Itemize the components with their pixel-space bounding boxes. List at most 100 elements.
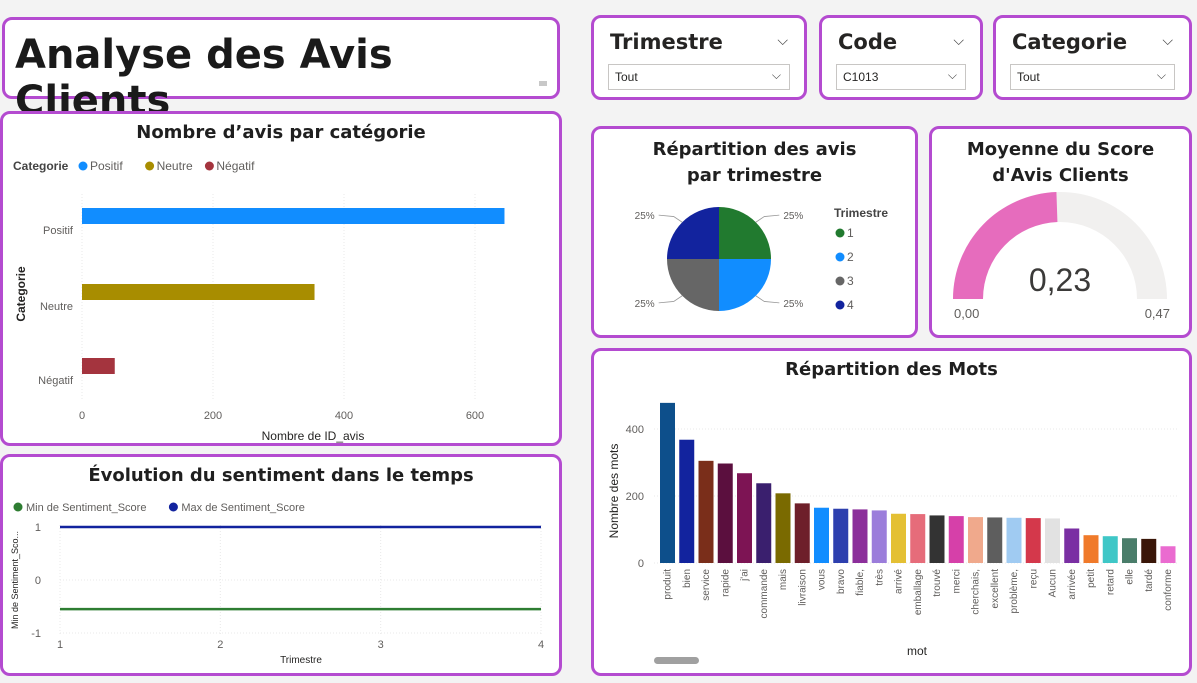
y-tick-label: Négatif — [38, 375, 74, 387]
legend-marker — [78, 161, 88, 171]
gauge-card[interactable]: Moyenne du Score d'Avis Clients 0,23 0,00… — [929, 126, 1192, 338]
y-tick-label: 400 — [626, 424, 644, 436]
x-tick-label: 2 — [217, 639, 223, 651]
pie-slice — [719, 259, 771, 311]
word-bar-chart-card[interactable]: Répartition des Mots 0 200 400 produit bien s… — [591, 348, 1192, 676]
legend-marker — [835, 228, 845, 238]
bar — [1064, 528, 1080, 563]
legend-item: Neutre — [157, 159, 193, 173]
legend-marker — [145, 161, 155, 171]
x-axis-label: mot — [907, 644, 928, 658]
x-tick-label: livraison — [797, 569, 808, 606]
bar — [1102, 536, 1118, 563]
x-tick-label: trouvé — [932, 569, 943, 597]
x-tick-label: très — [874, 569, 885, 586]
horizontal-scrollbar[interactable] — [654, 657, 699, 664]
bar — [1006, 517, 1022, 563]
x-tick-label: 200 — [204, 410, 222, 422]
slicer-categorie[interactable]: Categorie ⌵ Tout ⌵ — [993, 15, 1192, 100]
gauge-fill — [953, 192, 1058, 299]
bar — [794, 503, 810, 563]
x-tick-label: Aucun — [1048, 569, 1059, 597]
bar — [698, 460, 714, 563]
leader-line — [658, 214, 683, 223]
bar — [717, 463, 733, 563]
x-tick-label: retard — [1105, 569, 1116, 595]
x-tick-label: rapide — [720, 569, 731, 597]
y-tick-label: Neutre — [40, 301, 73, 313]
bar — [1083, 535, 1099, 563]
legend-item: 1 — [847, 226, 854, 240]
bar — [929, 515, 945, 563]
legend-item: 4 — [847, 298, 854, 312]
bar — [756, 483, 772, 563]
gauge-value: 0,23 — [1029, 262, 1091, 298]
bar — [737, 473, 752, 563]
x-tick-label: mais — [778, 569, 789, 590]
chart-title: Nombre d’avis par catégorie — [136, 122, 426, 143]
bar — [82, 358, 115, 374]
y-tick-label: 0 — [638, 558, 644, 570]
report-title-card: Analyse des Avis Clients — [2, 17, 560, 124]
legend-marker — [168, 502, 178, 512]
x-tick-label: commande — [759, 569, 770, 619]
word-bar-chart[interactable]: 0 200 400 produit bien service rapide j'ai comma… — [594, 373, 1189, 673]
slicer-trimestre-value: Tout — [615, 70, 638, 84]
bar — [775, 493, 791, 563]
gauge-max-label: 0,47 — [1145, 306, 1170, 321]
chevron-down-icon[interactable]: ⌵ — [777, 32, 788, 48]
slicer-trimestre-dropdown[interactable]: Tout ⌵ — [608, 64, 790, 90]
x-tick-label: petit — [1086, 569, 1097, 588]
data-label: 25% — [635, 211, 655, 222]
slicer-code[interactable]: Code ⌵ C1013 ⌵ — [819, 15, 983, 100]
x-tick-label: tardé — [1144, 569, 1155, 592]
x-axis-label: Nombre de ID_avis — [262, 429, 365, 443]
y-tick-label: 200 — [626, 491, 644, 503]
sentiment-line-chart-card[interactable]: Évolution du sentiment dans le temps Min… — [0, 454, 562, 676]
x-axis-label: Trimestre — [280, 655, 322, 666]
bar — [1025, 518, 1041, 563]
x-tick-label: arrivée — [1067, 569, 1078, 600]
leader-line — [755, 295, 780, 304]
bar — [814, 507, 829, 563]
gauge-chart[interactable]: 0,23 0,00 0,47 — [932, 189, 1189, 329]
legend-item: 2 — [847, 250, 854, 264]
slicer-code-value: C1013 — [843, 70, 879, 84]
category-bar-chart[interactable]: Categorie Positif Neutre Négatif 0 200 400 600 P… — [3, 144, 559, 444]
legend-marker — [835, 300, 845, 310]
leader-line — [755, 214, 780, 223]
bar — [871, 510, 887, 563]
legend-item: 3 — [847, 274, 854, 288]
x-tick-label: 400 — [335, 410, 353, 422]
sentiment-line-chart[interactable]: Min de Sentiment_Score Max de Sentiment_S… — [3, 485, 559, 675]
slicer-code-dropdown[interactable]: C1013 ⌵ — [836, 64, 966, 90]
legend-item: Max de Sentiment_Score — [181, 502, 305, 514]
x-tick-label: bien — [682, 569, 693, 588]
y-tick-label: Positif — [43, 225, 74, 237]
pie-chart-card[interactable]: Répartition des avis par trimestre 25% 25… — [591, 126, 918, 338]
bar — [910, 514, 926, 563]
resize-handle[interactable] — [539, 81, 547, 86]
chart-title: Évolution du sentiment dans le temps — [88, 465, 474, 486]
x-tick-label: bravo — [836, 569, 847, 594]
pie-chart[interactable]: 25% 25% 25% 25% Trimestre 1 2 3 4 — [594, 193, 915, 333]
chart-title: Répartition des Mots — [785, 359, 998, 380]
bar — [660, 402, 675, 563]
legend-marker — [835, 252, 845, 262]
bar — [833, 508, 849, 563]
chevron-down-icon[interactable]: ⌵ — [953, 32, 964, 48]
legend-title: Trimestre — [834, 206, 888, 220]
x-tick-label: vous — [817, 569, 828, 590]
y-axis-label: Nombre des mots — [607, 444, 621, 539]
y-axis-label: Categorie — [14, 266, 28, 322]
x-tick-label: problème, — [1009, 569, 1020, 613]
legend-item: Min de Sentiment_Score — [26, 502, 146, 514]
x-tick-label: 4 — [538, 639, 544, 651]
x-tick-label: 600 — [466, 410, 484, 422]
chevron-down-icon[interactable]: ⌵ — [1162, 32, 1173, 48]
slicer-trimestre[interactable]: Trimestre ⌵ Tout ⌵ — [591, 15, 807, 100]
bar — [968, 517, 983, 563]
category-bar-chart-card[interactable]: Nombre d’avis par catégorie Categorie Pos… — [0, 111, 562, 446]
bar — [1141, 538, 1157, 563]
slicer-categorie-dropdown[interactable]: Tout ⌵ — [1010, 64, 1175, 90]
